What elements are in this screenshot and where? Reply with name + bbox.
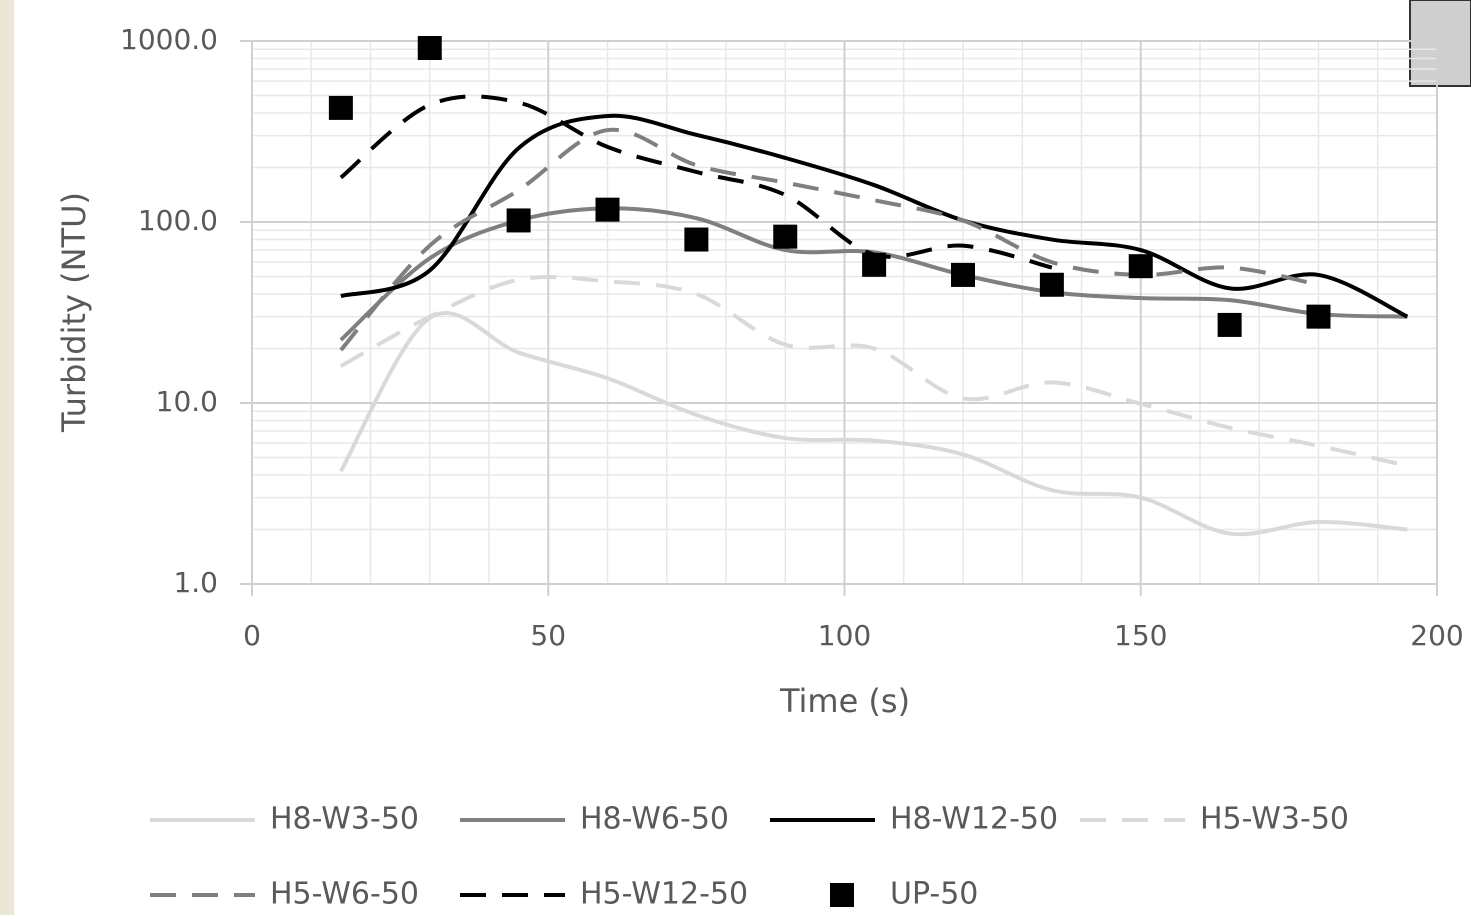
legend-label: H5-W3-50 — [1200, 802, 1349, 837]
x-axis-title: Time (s) — [779, 682, 910, 720]
thumbnail — [1409, 0, 1471, 87]
marker — [684, 227, 709, 252]
y-tick-label: 10.0 — [156, 385, 218, 418]
marker — [951, 262, 975, 287]
series-line — [339, 127, 1319, 352]
marker — [417, 35, 442, 60]
x-tick-label: 50 — [530, 619, 566, 652]
x-tick-label: 100 — [818, 619, 871, 652]
y-tick-label: 100.0 — [138, 204, 218, 237]
series-line — [340, 113, 1409, 319]
marker — [773, 224, 798, 249]
marker — [328, 95, 353, 120]
marker — [506, 208, 531, 233]
legend-label: H5-W6-50 — [270, 877, 419, 912]
legend-label: UP-50 — [890, 877, 978, 912]
marker — [1128, 254, 1153, 279]
legend-label: H8-W3-50 — [270, 802, 419, 837]
marker — [1217, 312, 1242, 337]
legend-label: H8-W6-50 — [580, 802, 729, 837]
grid — [240, 40, 1438, 596]
series-line — [339, 310, 1408, 537]
legend-marker — [830, 883, 854, 907]
series-line — [339, 275, 1408, 468]
marker — [1306, 304, 1331, 329]
legend-label: H5-W12-50 — [580, 877, 748, 912]
marker — [595, 197, 620, 222]
background-strip — [0, 0, 14, 915]
marks — [328, 35, 1409, 537]
marker — [1039, 272, 1064, 297]
x-tick-label: 150 — [1114, 619, 1167, 652]
legend-label: H8-W12-50 — [890, 802, 1058, 837]
y-tick-label: 1000.0 — [120, 23, 218, 56]
x-tick-label: 0 — [243, 619, 261, 652]
series-line — [339, 94, 1053, 270]
y-axis-title: Turbidity (NTU) — [55, 192, 93, 433]
x-tick-label: 200 — [1410, 619, 1463, 652]
y-tick-label: 1.0 — [173, 566, 218, 599]
marker — [862, 252, 887, 277]
